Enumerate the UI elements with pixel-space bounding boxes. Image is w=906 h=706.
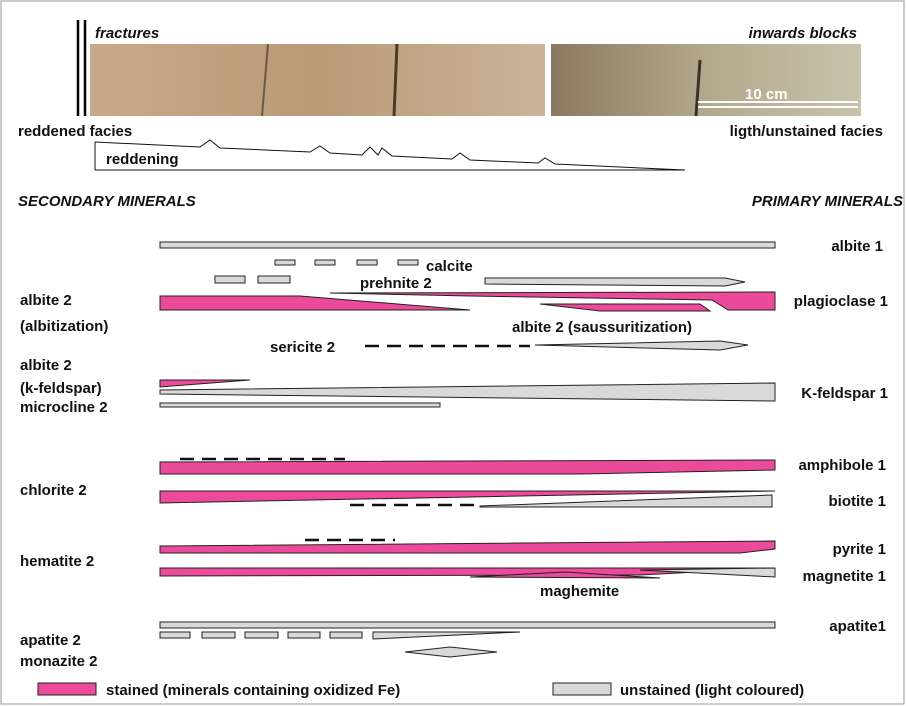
- legend-swatch: [553, 683, 611, 695]
- secondary-label: albite 2: [20, 292, 72, 309]
- legend-label: stained (minerals containing oxidized Fe…: [106, 682, 400, 699]
- legend-label: unstained (light coloured): [620, 682, 804, 699]
- heading: SECONDARY MINERALS: [18, 193, 196, 210]
- scale-label: 10 cm: [745, 86, 788, 103]
- secondary-label: (albitization): [20, 318, 108, 335]
- heading: PRIMARY MINERALS: [752, 193, 903, 210]
- secondary-label: monazite 2: [20, 653, 98, 670]
- secondary-label: albite 2: [20, 357, 72, 374]
- facies-label: ligth/unstained facies: [730, 123, 883, 140]
- inline-label: calcite: [426, 258, 473, 275]
- inline-label: albite 2 (saussuritization): [512, 319, 692, 336]
- inline-label: sericite 2: [270, 339, 335, 356]
- primary-label: plagioclase 1: [794, 293, 888, 310]
- primary-label: biotite 1: [828, 493, 886, 510]
- primary-label: magnetite 1: [803, 568, 886, 585]
- secondary-label: chlorite 2: [20, 482, 87, 499]
- reddening-wedge: [95, 140, 685, 170]
- wedge-label: reddening: [106, 151, 179, 168]
- photo: [78, 20, 861, 116]
- primary-label: pyrite 1: [833, 541, 886, 558]
- photo-label: inwards blocks: [749, 25, 857, 42]
- inline-label: maghemite: [540, 583, 619, 600]
- secondary-label: (k-feldspar): [20, 380, 102, 397]
- primary-label: apatite1: [829, 618, 886, 635]
- secondary-label: hematite 2: [20, 553, 94, 570]
- primary-label: albite 1: [831, 238, 883, 255]
- legend-swatch: [38, 683, 96, 695]
- inline-label: prehnite 2: [360, 275, 432, 292]
- diagram: fractures inwards blocks 10 cm reddened …: [0, 0, 906, 706]
- primary-label: K-feldspar 1: [801, 385, 888, 402]
- bars: [160, 242, 775, 657]
- secondary-label: apatite 2: [20, 632, 81, 649]
- primary-label: amphibole 1: [798, 457, 886, 474]
- secondary-label: microcline 2: [20, 399, 108, 416]
- facies-label: reddened facies: [18, 123, 132, 140]
- photo-label: fractures: [95, 25, 159, 42]
